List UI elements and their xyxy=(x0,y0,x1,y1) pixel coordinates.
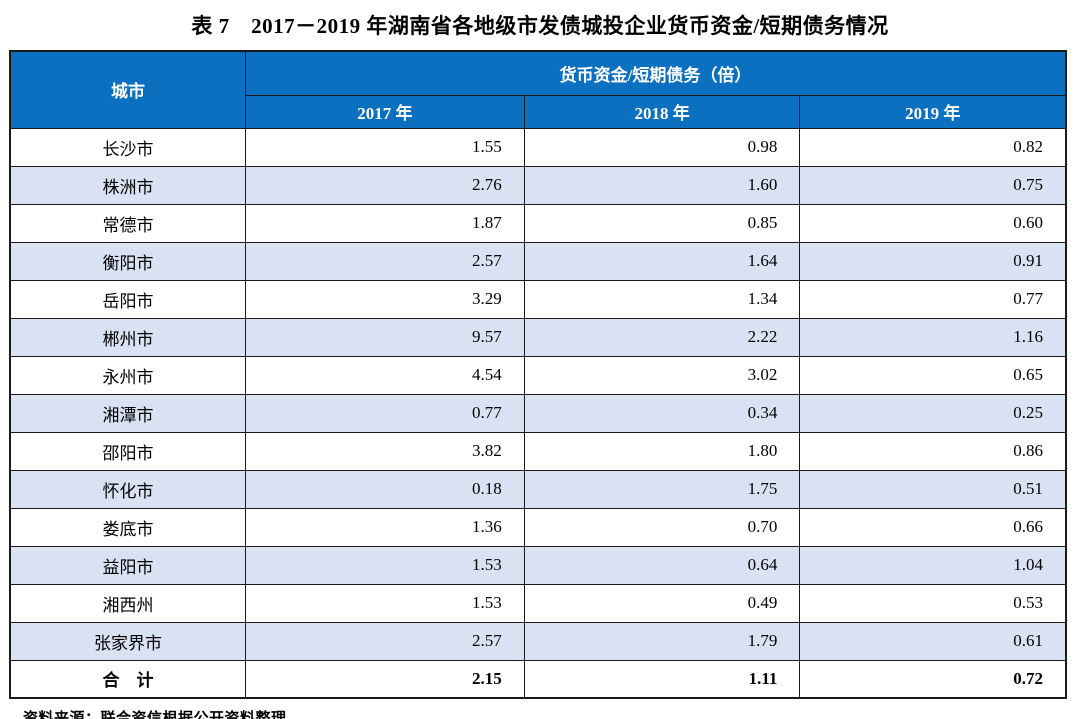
value-2019-cell: 0.25 xyxy=(799,393,1067,433)
total-label-cell: 合 计 xyxy=(9,659,246,699)
value-2019-cell: 0.65 xyxy=(799,355,1067,395)
value-2019-cell: 0.66 xyxy=(799,507,1067,547)
value-2019-cell: 1.04 xyxy=(799,545,1067,585)
table-row: 湘潭市 0.77 0.34 0.25 xyxy=(9,393,1067,433)
value-2019-cell: 0.82 xyxy=(799,127,1067,167)
value-2018-cell: 2.22 xyxy=(523,317,801,357)
value-2019-cell: 0.60 xyxy=(799,203,1067,243)
table-footer-body: 合 计 2.15 1.11 0.72 xyxy=(9,659,1067,699)
source-note: 资料来源：联合资信根据公开资料整理 xyxy=(23,711,287,719)
value-2017-cell: 2.57 xyxy=(244,241,525,281)
table-row: 邵阳市 3.82 1.80 0.86 xyxy=(9,431,1067,471)
value-2017-cell: 2.57 xyxy=(244,621,525,661)
city-cell: 长沙市 xyxy=(9,127,246,167)
value-2018-cell: 0.85 xyxy=(523,203,801,243)
header-year-2017: 2017 年 xyxy=(244,94,525,129)
table-row: 岳阳市 3.29 1.34 0.77 xyxy=(9,279,1067,319)
table-header: 城市 货币资金/短期债务（倍） 2017 年 2018 年 2019 年 xyxy=(9,50,1067,129)
value-2019-cell: 0.75 xyxy=(799,165,1067,205)
table-row: 怀化市 0.18 1.75 0.51 xyxy=(9,469,1067,509)
table-row: 衡阳市 2.57 1.64 0.91 xyxy=(9,241,1067,281)
value-2017-cell: 1.36 xyxy=(244,507,525,547)
total-2019-cell: 0.72 xyxy=(799,659,1067,699)
value-2019-cell: 0.51 xyxy=(799,469,1067,509)
value-2017-cell: 4.54 xyxy=(244,355,525,395)
value-2017-cell: 2.76 xyxy=(244,165,525,205)
header-row-years: 2017 年 2018 年 2019 年 xyxy=(10,94,1067,129)
value-2018-cell: 1.64 xyxy=(523,241,801,281)
total-2017-cell: 2.15 xyxy=(244,659,525,699)
city-cell: 郴州市 xyxy=(9,317,246,357)
value-2018-cell: 0.64 xyxy=(523,545,801,585)
value-2019-cell: 0.53 xyxy=(799,583,1067,623)
city-cell: 益阳市 xyxy=(9,545,246,585)
city-cell: 永州市 xyxy=(9,355,246,395)
value-2017-cell: 0.18 xyxy=(244,469,525,509)
city-cell: 张家界市 xyxy=(9,621,246,661)
value-2019-cell: 1.16 xyxy=(799,317,1067,357)
value-2018-cell: 1.79 xyxy=(523,621,801,661)
header-row-group: 城市 货币资金/短期债务（倍） xyxy=(9,50,1067,129)
table-row: 常德市 1.87 0.85 0.60 xyxy=(9,203,1067,243)
value-2018-cell: 0.98 xyxy=(523,127,801,167)
value-2018-cell: 3.02 xyxy=(523,355,801,395)
city-cell: 常德市 xyxy=(9,203,246,243)
value-2018-cell: 1.34 xyxy=(523,279,801,319)
value-2018-cell: 1.80 xyxy=(523,431,801,471)
value-2019-cell: 0.61 xyxy=(799,621,1067,661)
value-2017-cell: 3.29 xyxy=(244,279,525,319)
table-row: 娄底市 1.36 0.70 0.66 xyxy=(9,507,1067,547)
header-city: 城市 xyxy=(9,50,246,129)
value-2018-cell: 0.49 xyxy=(523,583,801,623)
value-2018-cell: 0.70 xyxy=(523,507,801,547)
value-2018-cell: 1.60 xyxy=(523,165,801,205)
value-2019-cell: 0.91 xyxy=(799,241,1067,281)
table-row: 郴州市 9.57 2.22 1.16 xyxy=(9,317,1067,357)
total-2018-cell: 1.11 xyxy=(523,659,801,699)
city-cell: 株洲市 xyxy=(9,165,246,205)
header-year-2019: 2019 年 xyxy=(799,94,1067,129)
value-2017-cell: 0.77 xyxy=(244,393,525,433)
value-2017-cell: 9.57 xyxy=(244,317,525,357)
city-cell: 怀化市 xyxy=(9,469,246,509)
value-2019-cell: 0.86 xyxy=(799,431,1067,471)
value-2017-cell: 1.53 xyxy=(244,583,525,623)
table-row: 张家界市 2.57 1.79 0.61 xyxy=(9,621,1067,661)
debt-ratio-table: 城市 货币资金/短期债务（倍） 2017 年 2018 年 2019 年 长沙市… xyxy=(9,50,1067,699)
value-2018-cell: 0.34 xyxy=(523,393,801,433)
city-cell: 湘潭市 xyxy=(9,393,246,433)
table-title: 表 7 2017－2019 年湖南省各地级市发债城投企业货币资金/短期债务情况 xyxy=(191,14,889,38)
value-2018-cell: 1.75 xyxy=(523,469,801,509)
value-2017-cell: 3.82 xyxy=(244,431,525,471)
value-2017-cell: 1.87 xyxy=(244,203,525,243)
city-cell: 娄底市 xyxy=(9,507,246,547)
value-2017-cell: 1.55 xyxy=(244,127,525,167)
table-row: 长沙市 1.55 0.98 0.82 xyxy=(9,127,1067,167)
table-row: 株洲市 2.76 1.60 0.75 xyxy=(9,165,1067,205)
city-cell: 衡阳市 xyxy=(9,241,246,281)
table-row: 永州市 4.54 3.02 0.65 xyxy=(9,355,1067,395)
table-body: 长沙市 1.55 0.98 0.82 株洲市 2.76 1.60 0.75 常德… xyxy=(9,127,1067,661)
city-cell: 邵阳市 xyxy=(9,431,246,471)
total-row: 合 计 2.15 1.11 0.72 xyxy=(9,659,1067,699)
table-row: 益阳市 1.53 0.64 1.04 xyxy=(9,545,1067,585)
value-2017-cell: 1.53 xyxy=(244,545,525,585)
header-year-2018: 2018 年 xyxy=(523,94,801,129)
city-cell: 湘西州 xyxy=(9,583,246,623)
table-row: 湘西州 1.53 0.49 0.53 xyxy=(9,583,1067,623)
value-2019-cell: 0.77 xyxy=(799,279,1067,319)
city-cell: 岳阳市 xyxy=(9,279,246,319)
header-metric-group: 货币资金/短期债务（倍） xyxy=(244,50,1067,96)
